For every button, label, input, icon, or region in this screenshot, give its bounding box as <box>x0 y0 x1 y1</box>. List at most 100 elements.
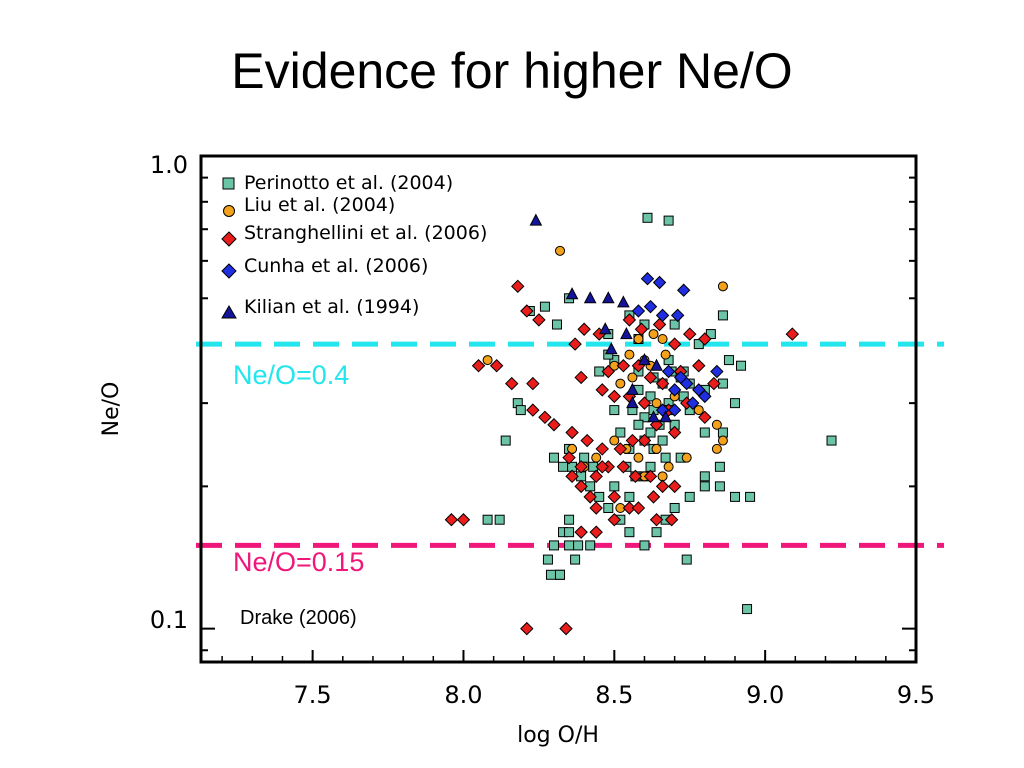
point-stranghellini-et-al-2006 <box>589 469 603 484</box>
point-perinotto-et-al-2004 <box>742 604 753 615</box>
point-liu-et-al-2004 <box>663 461 674 472</box>
point-perinotto-et-al-2004 <box>585 540 596 551</box>
x-tick-label: 9.0 <box>746 681 784 709</box>
point-perinotto-et-al-2004 <box>573 540 584 551</box>
point-perinotto-et-al-2004 <box>564 514 575 525</box>
point-cunha-et-al-2006 <box>676 283 691 297</box>
point-liu-et-al-2004 <box>651 398 662 409</box>
point-stranghellini-et-al-2006 <box>613 442 628 456</box>
point-perinotto-et-al-2004 <box>729 398 740 409</box>
point-stranghellini-et-al-2006 <box>667 337 682 351</box>
plot-frame <box>199 154 918 664</box>
point-stranghellini-et-al-2006 <box>595 460 609 474</box>
point-stranghellini-et-al-2006 <box>574 460 588 474</box>
point-cunha-et-al-2006 <box>652 275 667 290</box>
point-perinotto-et-al-2004 <box>545 569 556 580</box>
point-perinotto-et-al-2004 <box>633 419 644 430</box>
legend-label: Liu et al. (2004) <box>244 194 395 216</box>
point-stranghellini-et-al-2006 <box>574 479 588 494</box>
point-stranghellini-et-al-2006 <box>583 490 597 504</box>
point-stranghellini-et-al-2006 <box>574 525 588 539</box>
point-stranghellini-et-al-2006 <box>649 513 664 527</box>
point-stranghellini-et-al-2006 <box>589 525 603 539</box>
point-kilian-et-al-1994 <box>604 342 618 355</box>
point-stranghellini-et-al-2006 <box>565 469 579 484</box>
point-kilian-et-al-1994 <box>601 291 615 304</box>
point-stranghellini-et-al-2006 <box>559 621 573 636</box>
point-perinotto-et-al-2004 <box>609 481 620 492</box>
point-perinotto-et-al-2004 <box>657 435 668 446</box>
point-stranghellini-et-al-2006 <box>622 313 637 327</box>
point-kilian-et-al-1994 <box>583 291 597 304</box>
point-perinotto-et-al-2004 <box>663 215 674 226</box>
point-perinotto-et-al-2004 <box>826 435 837 446</box>
point-perinotto-et-al-2004 <box>542 554 553 565</box>
point-perinotto-et-al-2004 <box>723 355 734 366</box>
point-kilian-et-al-1994 <box>529 213 543 226</box>
point-perinotto-et-al-2004 <box>681 554 692 565</box>
point-perinotto-et-al-2004 <box>564 540 575 551</box>
point-cunha-et-al-2006 <box>643 299 658 314</box>
point-stranghellini-et-al-2006 <box>505 376 519 391</box>
point-liu-et-al-2004 <box>633 334 644 345</box>
point-stranghellini-et-al-2006 <box>456 513 471 527</box>
point-cunha-et-al-2006 <box>680 376 694 391</box>
point-liu-et-al-2004 <box>633 452 644 463</box>
point-stranghellini-et-al-2006 <box>683 327 697 341</box>
point-perinotto-et-al-2004 <box>717 310 728 321</box>
legend-marker <box>221 305 237 319</box>
legend-marker <box>222 177 235 190</box>
point-stranghellini-et-al-2006 <box>667 479 682 494</box>
point-perinotto-et-al-2004 <box>564 527 575 538</box>
reference-label: Ne/O=0.15 <box>233 547 364 577</box>
point-liu-et-al-2004 <box>567 443 578 454</box>
legend: Perinotto et al. (2004) Liu et al. (2004… <box>221 172 487 319</box>
point-perinotto-et-al-2004 <box>624 527 635 538</box>
point-liu-et-al-2004 <box>657 334 668 345</box>
point-liu-et-al-2004 <box>555 245 566 256</box>
x-tick-labels: 7.5 8.0 8.5 9.0 9.5 <box>294 681 936 709</box>
x-tick-label: 8.5 <box>595 681 633 709</box>
point-stranghellini-et-al-2006 <box>692 359 706 373</box>
point-perinotto-et-al-2004 <box>639 412 650 423</box>
point-stranghellini-et-al-2006 <box>707 376 721 391</box>
point-stranghellini-et-al-2006 <box>607 513 622 527</box>
point-stranghellini-et-al-2006 <box>562 450 576 465</box>
point-kilian-et-al-1994 <box>626 382 639 395</box>
y-tick-labels: 1.0 0.1 <box>150 151 188 634</box>
x-tick-label: 9.5 <box>897 681 935 709</box>
point-stranghellini-et-al-2006 <box>655 479 670 494</box>
point-liu-et-al-2004 <box>717 281 728 292</box>
point-perinotto-et-al-2004 <box>555 569 566 580</box>
point-kilian-et-al-1994 <box>647 410 660 423</box>
point-perinotto-et-al-2004 <box>736 360 747 371</box>
x-axis-title: log O/H <box>517 723 599 748</box>
point-stranghellini-et-al-2006 <box>568 337 582 351</box>
point-stranghellini-et-al-2006 <box>622 501 637 515</box>
legend-label: Cunha et al. (2006) <box>244 255 428 277</box>
point-cunha-et-al-2006 <box>670 308 685 323</box>
point-perinotto-et-al-2004 <box>651 527 662 538</box>
point-stranghellini-et-al-2006 <box>634 322 649 336</box>
point-perinotto-et-al-2004 <box>669 319 680 330</box>
point-perinotto-et-al-2004 <box>660 452 671 463</box>
point-kilian-et-al-1994 <box>617 295 630 308</box>
point-cunha-et-al-2006 <box>631 304 646 318</box>
point-stranghellini-et-al-2006 <box>538 410 552 425</box>
reference-label: Ne/O=0.4 <box>233 360 349 390</box>
point-liu-et-al-2004 <box>627 372 638 383</box>
point-perinotto-et-al-2004 <box>548 540 559 551</box>
point-perinotto-et-al-2004 <box>494 514 505 525</box>
point-perinotto-et-al-2004 <box>548 452 559 463</box>
point-stranghellini-et-al-2006 <box>444 513 459 527</box>
point-cunha-et-al-2006 <box>661 364 676 379</box>
point-stranghellini-et-al-2006 <box>646 490 661 504</box>
x-tick-label: 7.5 <box>294 681 332 709</box>
y-tick-label: 1.0 <box>150 151 188 179</box>
point-perinotto-et-al-2004 <box>684 491 695 502</box>
point-stranghellini-et-al-2006 <box>637 433 652 448</box>
legend-marker <box>221 263 237 279</box>
point-stranghellini-et-al-2006 <box>655 376 670 391</box>
legend-marker <box>223 205 235 217</box>
point-stranghellini-et-al-2006 <box>565 425 579 440</box>
